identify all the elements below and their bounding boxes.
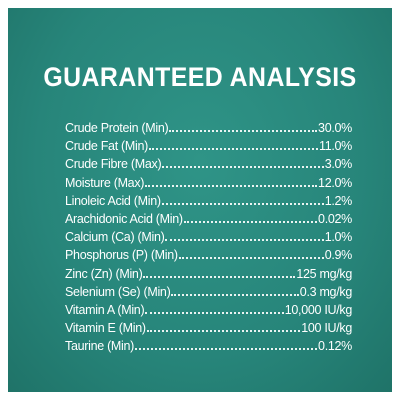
nutrient-label: Arachidonic Acid (Min) [65,211,183,226]
analysis-row: Moisture (Max) 12.0% [65,176,352,194]
nutrient-label: Vitamin E (Min) [65,321,146,336]
analysis-row: Arachidonic Acid (Min) 0.02% [65,212,352,230]
nutrient-label: Zinc (Zn) (Min) [65,266,143,281]
nutrient-label: Vitamin A (Min) [65,302,145,317]
nutrient-value: 100 IU/kg [301,321,352,336]
analysis-row: Selenium (Se) (Min) 0.3 mg/kg [65,285,352,303]
dot-leader [146,330,301,333]
nutrient-value: 10,000 IU/kg [284,302,353,317]
dot-leader [178,257,324,260]
nutrient-label: Crude Fat (Min) [65,139,149,154]
dot-leader [161,202,324,205]
dot-leader [149,148,318,151]
nutrient-value: 0.12% [318,339,352,354]
nutrient-value: 0.3 mg/kg [299,284,353,299]
nutrient-label: Linoleic Acid (Min) [65,193,161,208]
analysis-list: Crude Protein (Min) 30.0% Crude Fat (Min) 1… [65,121,352,357]
analysis-row: Linoleic Acid (Min) 1.2% [65,194,352,212]
nutrient-value: 3.0% [324,157,353,172]
title: GUARANTEED ANALYSIS [43,62,357,92]
dot-leader [145,311,284,314]
nutrient-value: 0.02% [318,211,352,226]
nutrient-label: Crude Fibre (Max) [65,157,162,172]
analysis-row: Vitamin E (Min) 100 IU/kg [65,321,352,339]
nutrient-label: Phosphorus (P) (Min) [65,248,178,263]
nutrient-value: 1.2% [324,193,353,208]
dot-leader [143,275,296,278]
analysis-panel: GUARANTEED ANALYSIS Crude Protein (Min) 3… [8,8,392,392]
nutrient-value: 12.0% [318,175,352,190]
nutrient-value: 1.0% [324,230,353,245]
dot-leader [165,239,324,242]
analysis-row: Crude Protein (Min) 30.0% [65,121,352,139]
nutrient-label: Selenium (Se) (Min) [65,284,171,299]
analysis-row: Crude Fibre (Max) 3.0% [65,157,352,175]
nutrient-label: Moisture (Max) [65,175,145,190]
dot-leader [162,166,324,169]
nutrient-label: Taurine (Min) [65,339,135,354]
nutrient-label: Crude Protein (Min) [65,121,169,135]
nutrient-value: 0.9% [324,248,353,263]
dot-leader [171,293,299,296]
dot-leader [169,130,318,132]
dot-leader [183,220,318,223]
dot-leader [135,348,318,351]
analysis-row: Taurine (Min) 0.12% [65,339,352,357]
analysis-row: Phosphorus (P) (Min) 0.9% [65,248,352,266]
nutrient-value: 30.0% [318,121,352,135]
nutrient-label: Calcium (Ca) (Min) [65,230,165,245]
analysis-row: Calcium (Ca) (Min) 1.0% [65,230,352,248]
analysis-row: Crude Fat (Min) 11.0% [65,139,352,157]
dot-leader [145,184,318,187]
nutrient-value: 11.0% [318,139,352,154]
analysis-row: Vitamin A (Min) 10,000 IU/kg [65,303,352,321]
nutrient-value: 125 mg/kg [296,266,352,281]
analysis-row: Zinc (Zn) (Min) 125 mg/kg [65,267,352,285]
